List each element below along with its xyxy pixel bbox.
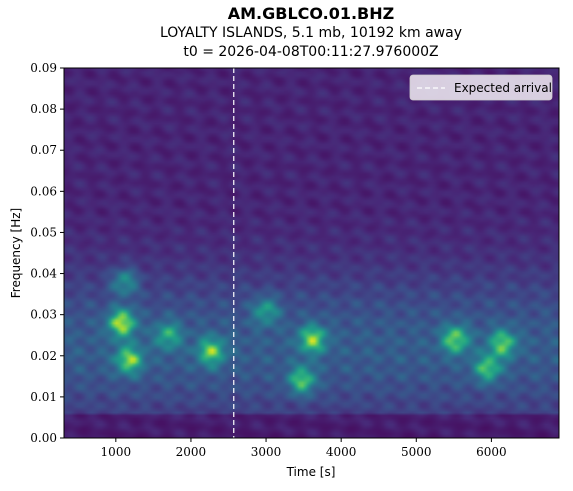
x-tick-label: 5000 bbox=[401, 445, 432, 459]
y-tick-label: 0.07 bbox=[30, 143, 57, 157]
chart-title: AM.GBLCO.01.BHZ bbox=[227, 4, 395, 23]
plot-frame bbox=[63, 67, 560, 439]
y-tick-label: 0.04 bbox=[30, 267, 57, 281]
chart-subtitle-origin-time: t0 = 2026-04-08T00:11:27.976000Z bbox=[183, 44, 439, 60]
x-tick-label: 6000 bbox=[476, 445, 507, 459]
chart-title-block: AM.GBLCO.01.BHZ LOYALTY ISLANDS, 5.1 mb,… bbox=[0, 4, 573, 62]
chart-subtitle-event: LOYALTY ISLANDS, 5.1 mb, 10192 km away bbox=[160, 25, 462, 41]
x-tick-label: 1000 bbox=[101, 445, 132, 459]
y-axis-label: Frequency [Hz] bbox=[9, 208, 23, 299]
y-tick-label: 0.03 bbox=[30, 308, 57, 322]
y-tick-label: 0.05 bbox=[30, 225, 57, 239]
y-tick-label: 0.00 bbox=[30, 431, 57, 445]
x-tick-label: 2000 bbox=[176, 445, 207, 459]
y-tick-label: 0.08 bbox=[30, 102, 57, 116]
x-tick-label: 4000 bbox=[326, 445, 357, 459]
y-axis: 0.00 0.01 0.02 0.03 0.04 0.05 0.06 0.07 0.08 0.09 bbox=[30, 61, 64, 445]
legend-entry-expected-arrival: Expected arrival bbox=[454, 81, 552, 95]
y-tick-label: 0.01 bbox=[30, 390, 57, 404]
y-tick-label: 0.06 bbox=[30, 184, 57, 198]
legend-box bbox=[409, 74, 553, 101]
y-tick-label: 0.02 bbox=[30, 349, 57, 363]
x-tick-label: 3000 bbox=[251, 445, 282, 459]
legend: Expected arrival bbox=[409, 74, 553, 101]
spectrogram-heatmap bbox=[64, 68, 559, 438]
y-tick-label: 0.09 bbox=[30, 61, 57, 75]
x-axis: 1000 2000 3000 4000 5000 6000 bbox=[101, 438, 507, 459]
x-axis-label: Time [s] bbox=[286, 465, 336, 479]
plot-area bbox=[64, 68, 559, 438]
